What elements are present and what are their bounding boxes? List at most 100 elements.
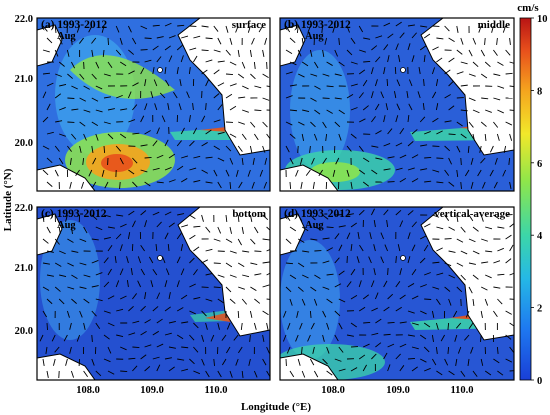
current-vector — [152, 167, 160, 171]
current-vector — [189, 310, 196, 315]
current-vector — [164, 280, 168, 288]
current-vector — [432, 214, 440, 218]
current-vector — [346, 232, 351, 240]
current-vector — [399, 178, 407, 183]
current-vector — [480, 121, 487, 127]
current-vector — [128, 70, 135, 75]
current-vector — [468, 238, 476, 243]
current-vector — [285, 145, 290, 153]
current-vector — [346, 94, 354, 99]
current-vector — [407, 283, 415, 288]
current-vector — [313, 133, 318, 141]
current-vector — [266, 226, 270, 231]
current-vector — [509, 37, 511, 46]
current-vector — [493, 310, 498, 317]
current-vector — [71, 298, 77, 304]
current-vector — [380, 232, 385, 240]
current-vector — [419, 257, 426, 264]
current-vector — [358, 92, 364, 99]
current-vector — [251, 181, 255, 189]
current-vector — [83, 370, 88, 377]
current-vector — [250, 262, 258, 265]
current-vector — [132, 82, 139, 87]
current-vector — [225, 286, 232, 293]
current-vector — [485, 109, 492, 113]
current-vector — [411, 154, 419, 159]
current-vector — [152, 211, 160, 216]
current-vector — [242, 274, 250, 278]
current-vector — [371, 332, 379, 336]
colorbar-tick-label: 2 — [537, 304, 542, 315]
current-vector — [91, 181, 97, 189]
panel-c-frame — [36, 206, 271, 381]
current-vector — [436, 181, 444, 184]
current-vector — [350, 294, 358, 300]
current-vector — [380, 256, 385, 264]
current-vector — [436, 272, 444, 276]
current-vector — [241, 133, 247, 140]
current-vector — [262, 73, 269, 79]
current-vector — [338, 368, 346, 372]
current-vector — [54, 286, 61, 292]
current-vector — [164, 232, 169, 240]
current-vector — [201, 25, 209, 28]
current-vector — [189, 140, 195, 147]
current-vector — [132, 293, 138, 300]
current-vector — [322, 334, 325, 342]
current-vector — [460, 61, 468, 65]
current-vector — [368, 256, 372, 264]
current-vector — [115, 233, 122, 240]
current-vector — [45, 346, 48, 354]
current-vector — [176, 280, 180, 288]
current-vector — [229, 250, 237, 254]
y-tick-top-21: 21.0 — [15, 74, 33, 85]
current-vector — [262, 284, 270, 288]
current-vector — [217, 104, 223, 111]
current-vector — [472, 109, 480, 114]
current-vector — [75, 169, 80, 176]
colorbar-tick-label: 4 — [537, 231, 543, 242]
current-vector — [79, 262, 87, 266]
current-vector — [79, 73, 85, 80]
current-vector — [326, 322, 330, 330]
current-vector — [493, 214, 500, 220]
current-vector — [424, 180, 432, 183]
current-vector — [456, 145, 461, 153]
current-vector — [460, 157, 462, 166]
current-vector — [396, 103, 401, 111]
current-vector — [144, 79, 147, 87]
current-vector — [54, 93, 62, 99]
current-vector — [229, 37, 233, 45]
current-vector — [444, 214, 450, 221]
current-vector — [493, 73, 501, 76]
panel-d-current-vectors — [282, 208, 514, 378]
current-vector — [484, 37, 486, 46]
current-vector — [491, 25, 494, 33]
current-vector — [399, 268, 402, 276]
current-vector — [419, 235, 427, 240]
current-vector — [176, 140, 182, 147]
current-vector — [493, 181, 498, 189]
current-vector — [114, 256, 117, 264]
current-vector — [374, 292, 379, 300]
current-vector — [225, 262, 233, 268]
current-vector — [478, 25, 482, 33]
current-vector — [286, 346, 291, 354]
current-vector — [419, 45, 427, 51]
current-vector — [350, 37, 356, 44]
current-vector — [411, 268, 417, 276]
current-vector — [42, 169, 49, 176]
current-vector — [383, 333, 391, 336]
current-vector — [371, 353, 377, 360]
panel-a-current-vectors — [42, 22, 270, 190]
current-vector — [213, 286, 221, 288]
current-vector — [472, 274, 479, 280]
current-vector — [107, 268, 112, 276]
current-vector — [69, 157, 72, 165]
current-vector — [432, 169, 440, 173]
current-vector — [285, 286, 292, 293]
current-vector — [297, 214, 303, 222]
current-vector — [46, 181, 53, 187]
current-vector — [350, 244, 353, 252]
current-vector — [193, 155, 201, 159]
